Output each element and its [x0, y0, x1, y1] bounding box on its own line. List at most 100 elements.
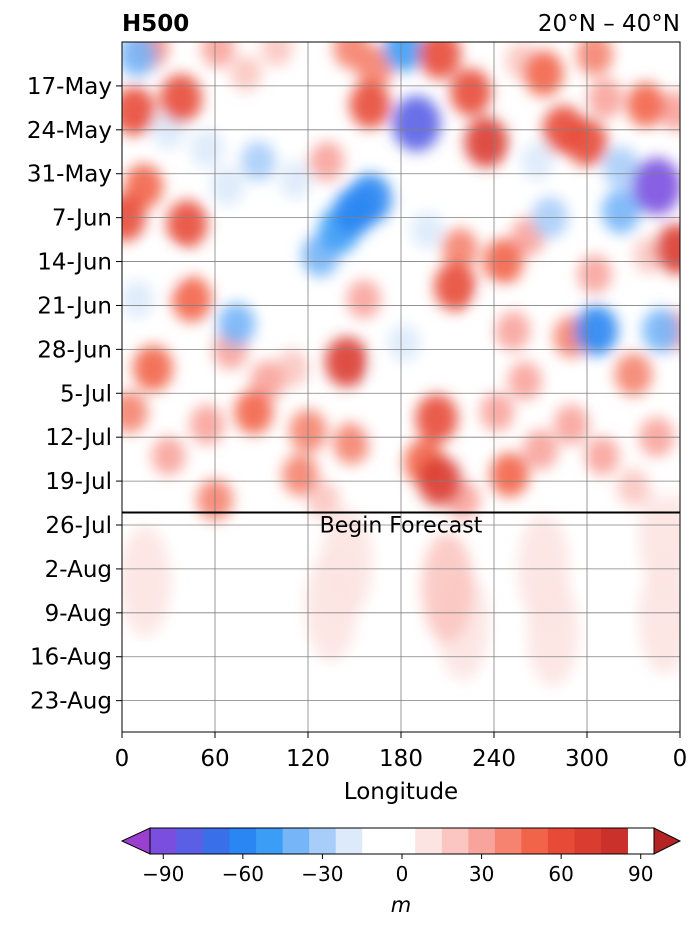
colorbar-tick-label: 60	[548, 862, 573, 886]
anomaly-feature	[149, 249, 182, 286]
anomaly-feature	[355, 45, 394, 89]
x-axis-label: Longitude	[344, 779, 458, 805]
colorbar-segment	[176, 828, 204, 854]
anomaly-feature	[508, 361, 542, 401]
anomaly-feature	[585, 436, 620, 476]
x-tick-label: 240	[472, 746, 516, 772]
colorbar-segment	[282, 828, 310, 854]
anomaly-feature	[526, 576, 579, 687]
x-tick-label: 60	[200, 746, 229, 772]
colorbar-segment	[362, 828, 390, 854]
anomaly-feature	[230, 55, 262, 92]
colorbar-label: m	[391, 893, 411, 917]
colorbar-segment	[388, 828, 416, 854]
anomaly-feature	[171, 276, 212, 323]
anomaly-feature	[122, 391, 148, 433]
y-tick-label: 24-May	[27, 118, 112, 144]
anomaly-feature	[588, 78, 624, 119]
anomaly-feature	[307, 481, 340, 519]
anomaly-feature	[523, 50, 564, 97]
anomaly-feature	[261, 42, 293, 67]
colorbar-segment	[600, 828, 628, 854]
anomaly-feature	[282, 453, 319, 496]
anomaly-feature	[201, 42, 236, 68]
y-axis: 17-May 24-May 31-May 7-Jun 14-Jun 21-Jun 28-Ju…	[27, 74, 122, 715]
anomaly-feature	[626, 82, 666, 128]
anomaly-feature	[151, 436, 186, 476]
colorbar-tick-label: −60	[222, 862, 264, 886]
y-tick-label: 7-Jun	[52, 206, 112, 232]
anomaly-feature	[434, 262, 477, 312]
anomaly-feature	[348, 173, 392, 224]
anomaly-feature	[577, 254, 612, 294]
anomaly-feature	[490, 452, 529, 498]
anomaly-feature	[122, 280, 154, 318]
anomaly-feature	[574, 305, 619, 356]
x-tick-label: 120	[286, 746, 330, 772]
y-tick-label: 14-Jun	[37, 250, 112, 276]
anomaly-feature	[522, 429, 559, 470]
x-tick-label: 180	[379, 746, 423, 772]
colorbar-tick-label: 90	[628, 862, 653, 886]
colorbar-tick-label: −90	[142, 862, 184, 886]
anomaly-feature	[601, 189, 641, 234]
anomaly-feature	[464, 117, 509, 168]
anomaly-feature	[617, 468, 650, 507]
y-tick-label: 26-Jul	[45, 513, 112, 539]
colorbar-tick-label: −30	[301, 862, 343, 886]
y-tick-label: 19-Jul	[45, 469, 112, 495]
colorbar-segment	[415, 828, 443, 854]
anomaly-feature	[349, 81, 391, 129]
chart-title: H500	[122, 11, 189, 37]
anomaly-feature	[659, 90, 680, 132]
anomaly-feature	[324, 336, 369, 388]
colorbar-segment	[494, 828, 522, 854]
colorbar-under-arrow	[120, 827, 151, 855]
x-tick-label: 300	[565, 746, 609, 772]
anomaly-feature	[631, 157, 680, 215]
anomaly-feature	[638, 564, 680, 675]
anomaly-feature	[159, 74, 203, 123]
colorbar-tick-label: 30	[469, 862, 494, 886]
y-tick-label: 31-May	[27, 162, 112, 188]
anomaly-feature	[210, 166, 245, 206]
anomaly-feature	[638, 482, 680, 593]
y-tick-label: 16-Aug	[30, 645, 112, 671]
anomaly-feature	[410, 211, 444, 249]
anomaly-feature	[418, 42, 461, 79]
anomaly-feature	[309, 140, 345, 182]
anomaly-feature	[415, 393, 458, 443]
colorbar-segment	[335, 828, 363, 854]
anomaly-feature	[166, 200, 208, 248]
anomaly-feature	[122, 42, 157, 77]
colorbar-segment	[229, 828, 257, 854]
anomaly-feature	[122, 526, 172, 637]
colorbar-segment	[521, 828, 549, 854]
anomaly-feature	[122, 86, 156, 136]
anomaly-feature	[234, 389, 274, 435]
anomaly-feature	[361, 406, 394, 443]
y-tick-label: 12-Jul	[45, 425, 112, 451]
y-tick-label: 28-Jun	[37, 337, 112, 363]
colorbar: −90 −60 −30 0 30 60 90	[120, 827, 682, 886]
anomaly-feature	[480, 392, 515, 432]
y-tick-label: 5-Jul	[60, 381, 112, 407]
anomaly-feature	[320, 507, 373, 618]
anomaly-feature	[421, 532, 474, 643]
anomaly-feature	[190, 129, 225, 169]
y-tick-label: 23-Aug	[30, 689, 112, 715]
colorbar-segment	[574, 828, 602, 854]
y-tick-label: 9-Aug	[45, 601, 112, 627]
anomaly-feature	[655, 223, 680, 275]
x-tick-label: 0	[115, 746, 130, 772]
anomaly-feature	[521, 142, 554, 180]
anomaly-feature	[240, 140, 276, 182]
anomaly-feature	[614, 352, 653, 397]
anomaly-feature	[602, 146, 640, 189]
anomaly-feature	[189, 404, 225, 445]
colorbar-segment	[309, 828, 337, 854]
colorbar-segment	[150, 828, 178, 854]
anomaly-feature	[553, 404, 590, 445]
